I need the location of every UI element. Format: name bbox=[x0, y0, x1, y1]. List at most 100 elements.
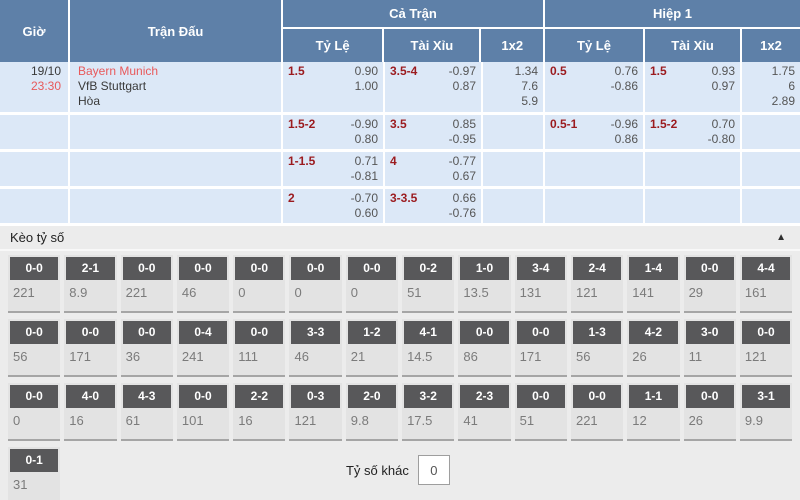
score-button[interactable]: 4-2 bbox=[629, 321, 678, 344]
score-button[interactable]: 2-1 bbox=[66, 257, 115, 280]
ft-overunder-cell[interactable]: 3.5 0.85 -0.95 bbox=[385, 115, 483, 149]
h1-1x2-cell[interactable]: 1.75 6 2.89 bbox=[742, 62, 800, 112]
ft-1x2-cell[interactable]: 1.34 7.6 5.9 bbox=[483, 62, 545, 112]
h1-handicap-cell[interactable]: 0.5 0.76 -0.86 bbox=[545, 62, 645, 112]
score-button[interactable]: 4-1 bbox=[404, 321, 453, 344]
score-button[interactable]: 0-1 bbox=[10, 449, 59, 472]
score-button[interactable]: 0-0 bbox=[122, 321, 171, 344]
score-button[interactable]: 0-0 bbox=[10, 385, 59, 408]
other-score-input[interactable] bbox=[417, 455, 450, 485]
ft-1x2-cell[interactable] bbox=[483, 115, 545, 149]
score-button[interactable]: 3-4 bbox=[516, 257, 565, 280]
score-button[interactable]: 0-0 bbox=[10, 321, 59, 344]
header-h1-handicap: Tỷ Lệ bbox=[545, 29, 645, 62]
h1-overunder-cell[interactable]: 1.5 0.93 0.97 bbox=[645, 62, 742, 112]
score-button[interactable]: 3-1 bbox=[741, 385, 791, 408]
other-score-label: Tỷ số khác bbox=[345, 462, 409, 478]
ft-handicap-cell[interactable]: 1-1.5 0.71 -0.81 bbox=[283, 152, 385, 186]
score-tile: 0-0 221 bbox=[8, 255, 61, 313]
score-tile: 4-3 61 bbox=[120, 383, 173, 441]
ft-overunder-cell[interactable]: 4 -0.77 0.67 bbox=[385, 152, 483, 186]
score-button[interactable]: 0-0 bbox=[178, 385, 228, 408]
score-button[interactable]: 0-0 bbox=[347, 257, 397, 280]
score-button[interactable]: 0-0 bbox=[685, 257, 734, 280]
other-score-control: Tỷ số khác bbox=[346, 455, 450, 485]
score-button[interactable]: 0-0 bbox=[235, 257, 284, 280]
h1-handicap-cell[interactable] bbox=[545, 152, 645, 186]
score-button[interactable]: 3-0 bbox=[685, 321, 734, 344]
handicap-line: 3-3.5 bbox=[390, 191, 418, 205]
score-button[interactable]: 0-0 bbox=[460, 321, 509, 344]
ft-1x2-cell[interactable] bbox=[483, 152, 545, 186]
ft-handicap-cell[interactable]: 2 -0.70 0.60 bbox=[283, 189, 385, 223]
score-button[interactable]: 0-3 bbox=[291, 385, 340, 408]
score-button[interactable]: 1-2 bbox=[347, 321, 397, 344]
score-tile: 0-0 0 bbox=[233, 255, 286, 313]
odds-value: 0.67 bbox=[452, 169, 476, 183]
score-button[interactable]: 0-0 bbox=[685, 385, 734, 408]
score-button[interactable]: 3-2 bbox=[404, 385, 453, 408]
handicap-line: 4 bbox=[390, 154, 397, 168]
match-cell[interactable]: Bayern Munich VfB Stuttgart Hòa bbox=[70, 62, 283, 112]
match-cell[interactable] bbox=[70, 189, 283, 223]
score-button[interactable]: 0-0 bbox=[10, 257, 59, 280]
score-button[interactable]: 0-0 bbox=[122, 257, 171, 280]
score-button[interactable]: 0-0 bbox=[516, 385, 565, 408]
h1-handicap-cell[interactable]: 0.5-1 -0.96 0.86 bbox=[545, 115, 645, 149]
h1-handicap-cell[interactable] bbox=[545, 189, 645, 223]
score-button[interactable]: 2-2 bbox=[235, 385, 284, 408]
score-button[interactable]: 1-4 bbox=[629, 257, 678, 280]
score-button[interactable]: 0-0 bbox=[516, 321, 565, 344]
score-button[interactable]: 0-0 bbox=[291, 257, 340, 280]
ft-overunder-cell[interactable]: 3.5-4 -0.97 0.87 bbox=[385, 62, 483, 112]
h1-1x2-cell[interactable] bbox=[742, 152, 800, 186]
h1-overunder-cell[interactable] bbox=[645, 189, 742, 223]
score-button[interactable]: 2-4 bbox=[572, 257, 622, 280]
score-button[interactable]: 0-0 bbox=[66, 321, 115, 344]
score-button[interactable]: 0-0 bbox=[178, 257, 228, 280]
score-button[interactable]: 3-3 bbox=[291, 321, 340, 344]
score-odds: 31 bbox=[13, 477, 28, 492]
collapse-triangle-icon[interactable]: ▲ bbox=[776, 231, 786, 243]
ft-1x2-cell[interactable] bbox=[483, 189, 545, 223]
odds-values: -0.70 0.60 bbox=[351, 191, 378, 221]
h1-1x2-cell[interactable] bbox=[742, 115, 800, 149]
score-button[interactable]: 4-3 bbox=[122, 385, 171, 408]
score-button[interactable]: 4-4 bbox=[741, 257, 791, 280]
odds-value: 0.86 bbox=[614, 132, 638, 146]
header-fulltime: Cả Trận bbox=[283, 0, 543, 29]
score-button[interactable]: 0-4 bbox=[178, 321, 228, 344]
score-button[interactable]: 1-0 bbox=[460, 257, 509, 280]
score-button[interactable]: 0-0 bbox=[235, 321, 284, 344]
ft-handicap-cell[interactable]: 1.5 0.90 1.00 bbox=[283, 62, 385, 112]
score-button[interactable]: 1-3 bbox=[572, 321, 622, 344]
handicap-line: 2 bbox=[288, 191, 295, 205]
score-odds: 41 bbox=[463, 413, 478, 428]
odds-value: -0.80 bbox=[707, 132, 735, 146]
ft-handicap-cell[interactable]: 1.5-2 -0.90 0.80 bbox=[283, 115, 385, 149]
h1-overunder-cell[interactable] bbox=[645, 152, 742, 186]
ft-overunder-cell[interactable]: 3-3.5 0.66 -0.76 bbox=[385, 189, 483, 223]
handicap-line: 1-1.5 bbox=[288, 154, 316, 168]
h1-1x2-cell[interactable] bbox=[742, 189, 800, 223]
score-odds: 171 bbox=[69, 349, 91, 364]
score-tile: 2-0 9.8 bbox=[345, 383, 399, 441]
match-row: 1.5-2 -0.90 0.80 3.5 0.85 -0.95 0.5-1 -0.96 0.86… bbox=[0, 115, 800, 149]
odds-values: -0.77 0.67 bbox=[449, 154, 476, 184]
match-cell[interactable] bbox=[70, 152, 283, 186]
score-button[interactable]: 0-0 bbox=[741, 321, 791, 344]
score-tile: 0-3 121 bbox=[289, 383, 342, 441]
score-odds: 121 bbox=[744, 349, 767, 364]
score-tile: 2-4 121 bbox=[570, 255, 624, 313]
score-button[interactable]: 2-3 bbox=[460, 385, 509, 408]
h1-overunder-cell[interactable]: 1.5-2 0.70 -0.80 bbox=[645, 115, 742, 149]
score-button[interactable]: 0-0 bbox=[572, 385, 622, 408]
score-button[interactable]: 2-0 bbox=[347, 385, 397, 408]
score-button[interactable]: 0-2 bbox=[404, 257, 453, 280]
match-cell[interactable] bbox=[70, 115, 283, 149]
score-tile: 2-1 8.9 bbox=[64, 255, 117, 313]
draw-label: Hòa bbox=[78, 94, 101, 108]
score-button[interactable]: 4-0 bbox=[66, 385, 115, 408]
score-button[interactable]: 1-1 bbox=[629, 385, 678, 408]
score-odds: 46 bbox=[181, 285, 197, 300]
